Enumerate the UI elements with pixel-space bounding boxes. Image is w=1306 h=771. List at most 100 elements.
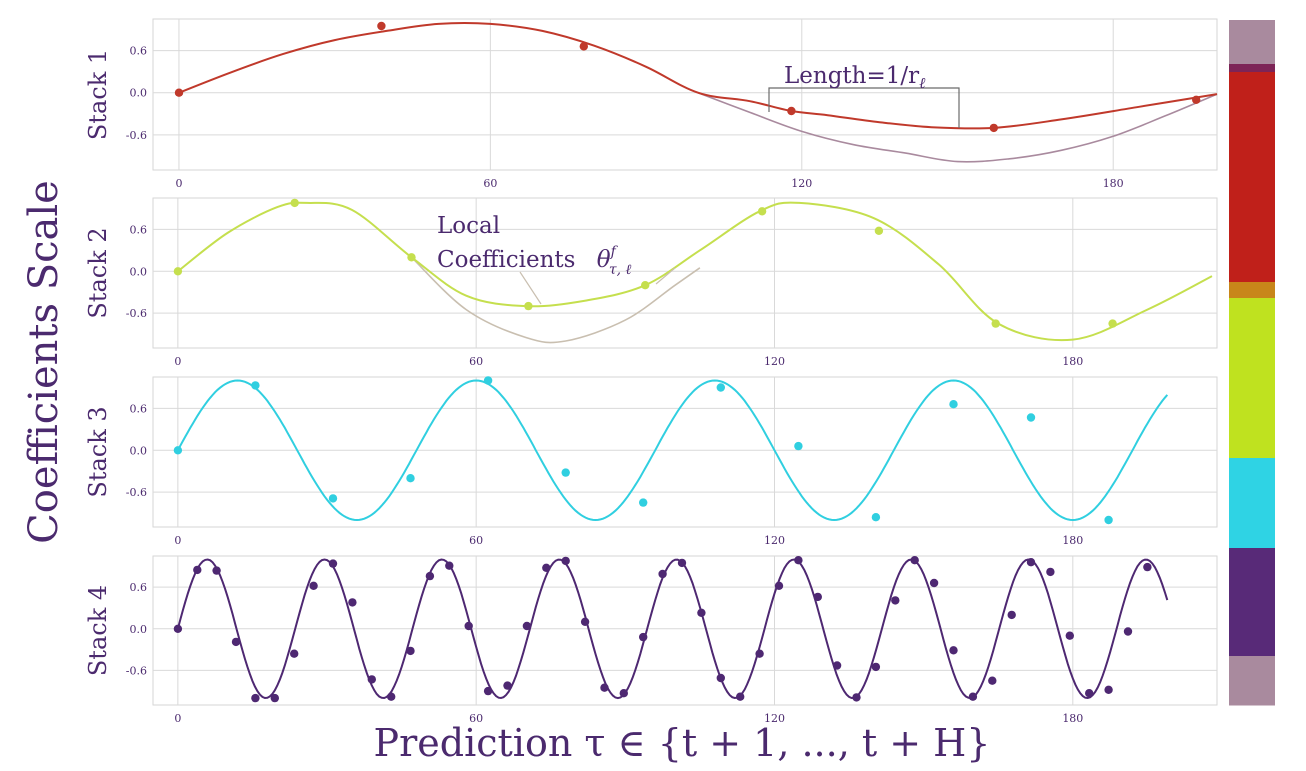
coefficient-point	[464, 621, 473, 631]
coefficient-point	[874, 226, 884, 235]
x-tick-label: 120	[764, 712, 785, 725]
coefficient-point	[736, 692, 745, 701]
x-tick-label: 180	[1103, 177, 1124, 190]
x-tick-label: 60	[483, 177, 497, 190]
base-curve-stack-2	[410, 256, 701, 344]
x-tick-label: 0	[174, 355, 181, 368]
y-tick-label: 0.6	[130, 581, 148, 594]
coefficient-point	[813, 592, 822, 602]
coefficient-point	[406, 474, 415, 483]
svg-text:Length=1/rℓ: Length=1/rℓ	[784, 63, 925, 92]
coefficient-point	[174, 88, 184, 97]
coefficient-point	[483, 686, 493, 696]
length-text: Length=1/r	[784, 63, 919, 89]
coefficient-point	[212, 566, 221, 575]
colorbar-segment	[1229, 20, 1275, 65]
x-tick-label: 120	[764, 534, 785, 547]
coefficient-point	[328, 494, 338, 503]
x-tick-label: 0	[174, 534, 181, 547]
coefficient-point	[1143, 562, 1152, 572]
coefficient-point	[348, 598, 357, 607]
coefficients-text: Coefficients	[437, 247, 575, 273]
coefficient-point	[910, 556, 919, 565]
coefficient-point	[251, 381, 260, 390]
coefficient-point	[658, 569, 667, 579]
colorbar-segment	[1229, 298, 1275, 459]
x-tick-label: 120	[764, 355, 785, 368]
coefficient-point	[173, 267, 183, 276]
coefficient-point	[1026, 558, 1036, 567]
coefficient-point	[1026, 413, 1036, 422]
colorbar-segment	[1229, 72, 1275, 283]
x-tick-label: 60	[469, 355, 483, 368]
coefficient-point	[1104, 685, 1113, 694]
coefficient-point	[503, 681, 512, 690]
coefficient-point	[173, 624, 183, 633]
plot-area	[152, 555, 1218, 706]
coefficient-point	[561, 468, 570, 477]
coefficient-point	[949, 646, 958, 655]
panel-label-stack-1: Stack 1	[84, 49, 112, 140]
panel-stack-3: 0 60 120 180 0.6 0.0 -0.6 Stack 3	[84, 376, 1218, 547]
coefficient-point	[600, 683, 609, 692]
y-tick-label: 0.0	[130, 265, 148, 278]
length-subscript: ℓ	[919, 74, 925, 92]
pointer-line	[655, 267, 676, 285]
coefficient-point	[794, 556, 803, 565]
local-coefficients-annotation: Local Coefficients θf τ, ℓ	[437, 213, 676, 305]
y-tick-label: -0.6	[126, 486, 147, 499]
interpolated-curve-stack-4	[176, 558, 1169, 700]
interpolated-curve-stack-2	[177, 201, 1213, 342]
coefficient-point	[991, 319, 1000, 328]
colorbar-segment	[1229, 548, 1275, 657]
coefficient-point	[1046, 567, 1055, 577]
y-tick-label: 0.0	[130, 623, 148, 636]
coefficient-point	[677, 558, 687, 568]
coefficient-point	[251, 693, 260, 703]
coefficient-point	[270, 693, 279, 703]
x-tick-label: 180	[1062, 534, 1083, 547]
coefficient-colorbar	[1229, 20, 1275, 706]
coefficient-point	[377, 21, 386, 31]
coefficient-point	[561, 556, 570, 566]
x-tick-label: 180	[1062, 355, 1083, 368]
coefficient-point	[774, 581, 784, 590]
length-bracket	[768, 87, 960, 128]
pointer-line	[519, 271, 542, 305]
coefficient-point	[580, 617, 590, 626]
coefficient-point	[1007, 610, 1016, 620]
colorbar-segment	[1229, 458, 1275, 549]
colorbar-segment	[1229, 64, 1275, 73]
coefficient-point	[639, 498, 648, 507]
y-tick-label: 0.6	[130, 223, 148, 236]
coefficients-scale-label: Coefficients Scale	[21, 180, 67, 544]
coefficient-point	[1065, 631, 1075, 640]
colorbar-segment	[1229, 282, 1275, 299]
coefficient-point	[445, 561, 454, 570]
panel-stack-2: 0 60 120 180 0.6 0.0 -0.6 Stack 2	[84, 197, 1218, 368]
prediction-axis-label: Prediction τ ∈ {t + 1, ..., t + H}	[374, 721, 991, 765]
x-tick-label: 60	[469, 712, 483, 725]
coefficient-point	[989, 123, 998, 133]
panel-label-stack-4: Stack 4	[84, 585, 112, 676]
coefficient-point	[579, 42, 588, 51]
coefficient-point	[309, 581, 318, 590]
plot-area	[152, 197, 1218, 349]
coefficient-point	[871, 513, 881, 522]
coefficient-point	[1123, 627, 1133, 636]
coefficient-point	[755, 649, 764, 658]
coefficient-point	[483, 376, 493, 385]
coefficient-point	[425, 571, 435, 581]
coefficient-point	[231, 637, 241, 647]
theta-symbol: θ	[597, 247, 611, 273]
panel-stack-1: 0 60 120 180 0.6 0.0 -0.6 Stack 1	[84, 18, 1218, 190]
coefficient-point	[290, 198, 299, 208]
plot-area	[152, 18, 1218, 171]
coefficient-point	[697, 608, 706, 617]
interpolated-curve-stack-3	[177, 379, 1169, 522]
coefficient-point	[406, 646, 415, 656]
length-annotation: Length=1/rℓ	[768, 63, 960, 128]
coefficient-point	[929, 578, 939, 588]
coefficient-point	[794, 441, 803, 451]
y-tick-label: -0.6	[126, 664, 147, 677]
